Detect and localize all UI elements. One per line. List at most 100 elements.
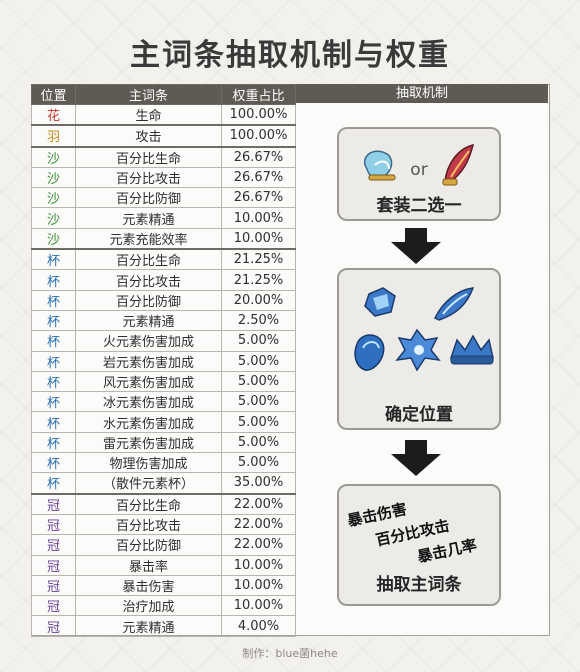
slot-cell: 杯	[31, 391, 76, 413]
stat-cell: 百分比防御	[75, 187, 222, 209]
weight-cell: 35.00%	[221, 472, 296, 495]
stat-cell: 雷元素伤害加成	[75, 431, 222, 454]
stat-cell: 百分比生命	[75, 145, 222, 168]
slot-cell: 冠	[31, 513, 76, 536]
table-row: 羽攻击 100.00%	[31, 124, 296, 148]
weight-cell: 4.00%	[221, 615, 296, 637]
step3-label: 抽取主词条	[376, 575, 462, 595]
table-row: 杯百分比防御 20.00%	[31, 289, 296, 311]
stat-cell: 暴击率	[75, 554, 222, 576]
slot-cell: 冠	[31, 595, 76, 617]
slot-cell: 冠	[31, 534, 76, 556]
slot-cell: 杯	[31, 411, 76, 433]
weight-cell: 2.50%	[221, 309, 296, 332]
header-slot: 位置	[31, 84, 76, 105]
weight-cell: 22.00%	[221, 513, 296, 536]
step2-label: 确定位置	[385, 405, 453, 425]
stat-cell: 元素精通	[75, 309, 222, 332]
plume-piece-icon	[433, 287, 475, 321]
table-row: 杯百分比攻击 21.25%	[31, 269, 296, 291]
stat-cell: 百分比攻击	[75, 513, 222, 536]
step-main-stat-box: 暴击伤害 百分比攻击 暴击几率 抽取主词条	[337, 484, 501, 606]
slot-cell: 杯	[31, 472, 76, 495]
stat-cell: 百分比攻击	[75, 269, 222, 291]
sands-piece-icon	[354, 334, 385, 371]
stat-cell: 风元素伤害加成	[75, 370, 222, 393]
slot-cell: 冠	[31, 574, 76, 597]
table-row: 冠百分比生命 22.00%	[31, 492, 296, 515]
table-row: 杯冰元素伤害加成 5.00%	[31, 391, 296, 413]
stat-cell: 治疗加成	[75, 595, 222, 617]
table-row: 杯元素精通 2.50%	[31, 309, 296, 332]
weight-cell: 26.67%	[221, 187, 296, 209]
step1-label: 套装二选一	[376, 196, 462, 216]
table-row: 沙百分比生命 26.67%	[31, 145, 296, 168]
weight-cell: 10.00%	[221, 574, 296, 597]
table-row: 杯火元素伤害加成 5.00%	[31, 330, 296, 352]
table-body: 花生命 100.00% 羽攻击 100.00% 沙百分比生命 26.67% 沙百分比攻击 26…	[31, 104, 296, 637]
slot-cell: 杯	[31, 248, 76, 271]
weight-cell: 22.00%	[221, 492, 296, 515]
table-row: 冠暴击伤害 10.00%	[31, 574, 296, 597]
circlet-piece-icon	[449, 334, 494, 365]
stat-cell: 火元素伤害加成	[75, 330, 222, 352]
table-row: 沙元素充能效率 10.00%	[31, 227, 296, 250]
page-title: 主词条抽取机制与权重	[130, 38, 450, 73]
slot-cell: 杯	[31, 350, 76, 372]
table-row: 杯水元素伤害加成 5.00%	[31, 411, 296, 433]
plume-of-death-icon	[442, 143, 475, 186]
table-row: 花生命 100.00%	[31, 104, 296, 126]
slot-cell: 杯	[31, 431, 76, 454]
stat-cell: 冰元素伤害加成	[75, 391, 222, 413]
header-mechanism: 抽取机制	[296, 84, 548, 103]
stat-cell: 元素精通	[75, 615, 222, 637]
weight-cell: 22.00%	[221, 534, 296, 556]
table-row: 杯风元素伤害加成 5.00%	[31, 370, 296, 393]
table-row: 冠暴击率 10.00%	[31, 554, 296, 576]
stat-cell: 水元素伤害加成	[75, 411, 222, 433]
table-row: 沙元素精通 10.00%	[31, 207, 296, 229]
weight-cell: 100.00%	[221, 104, 296, 126]
stat-cell: 暴击伤害	[75, 574, 222, 597]
weight-cell: 5.00%	[221, 452, 296, 474]
slot-cell: 羽	[31, 124, 76, 148]
table-row: 冠元素精通 4.00%	[31, 615, 296, 637]
step-set-choice-box: or 套装二选一	[337, 127, 501, 221]
down-arrow-icon-2	[391, 440, 441, 476]
slot-cell: 沙	[31, 207, 76, 229]
slot-cell: 花	[31, 104, 76, 126]
flower-piece-icon	[364, 287, 396, 317]
goblet-piece-icon	[395, 328, 441, 372]
weight-cell: 5.00%	[221, 411, 296, 433]
weight-cell: 100.00%	[221, 124, 296, 148]
weight-cell: 10.00%	[221, 207, 296, 229]
slot-cell: 沙	[31, 166, 76, 189]
stat-cell: 物理伤害加成	[75, 452, 222, 474]
stat-cell: 元素充能效率	[75, 227, 222, 250]
flower-of-life-icon	[364, 150, 396, 181]
or-text: or	[410, 160, 427, 180]
weight-cell: 26.67%	[221, 145, 296, 168]
stat-cell: 攻击	[75, 124, 222, 148]
table-row: 冠治疗加成 10.00%	[31, 595, 296, 617]
weight-cell: 21.25%	[221, 248, 296, 271]
slot-cell: 杯	[31, 269, 76, 291]
table-row: 杯物理伤害加成 5.00%	[31, 452, 296, 474]
weight-cell: 5.00%	[221, 350, 296, 372]
table-row: 沙百分比防御 26.67%	[31, 187, 296, 209]
weight-cell: 21.25%	[221, 269, 296, 291]
slot-cell: 冠	[31, 615, 76, 637]
credit-footer: 制作：blue菌hehe	[242, 647, 338, 660]
down-arrow-icon	[391, 228, 441, 264]
slot-cell: 杯	[31, 370, 76, 393]
weight-cell: 20.00%	[221, 289, 296, 311]
slot-cell: 冠	[31, 554, 76, 576]
stat-cell: 生命	[75, 104, 222, 126]
slot-cell: 冠	[31, 492, 76, 515]
weight-cell: 5.00%	[221, 330, 296, 352]
stat-cell: 岩元素伤害加成	[75, 350, 222, 372]
header-stat: 主词条	[75, 84, 222, 105]
slot-cell: 沙	[31, 187, 76, 209]
table-row: 沙百分比攻击 26.67%	[31, 166, 296, 189]
step-position-box: 确定位置	[337, 268, 501, 430]
